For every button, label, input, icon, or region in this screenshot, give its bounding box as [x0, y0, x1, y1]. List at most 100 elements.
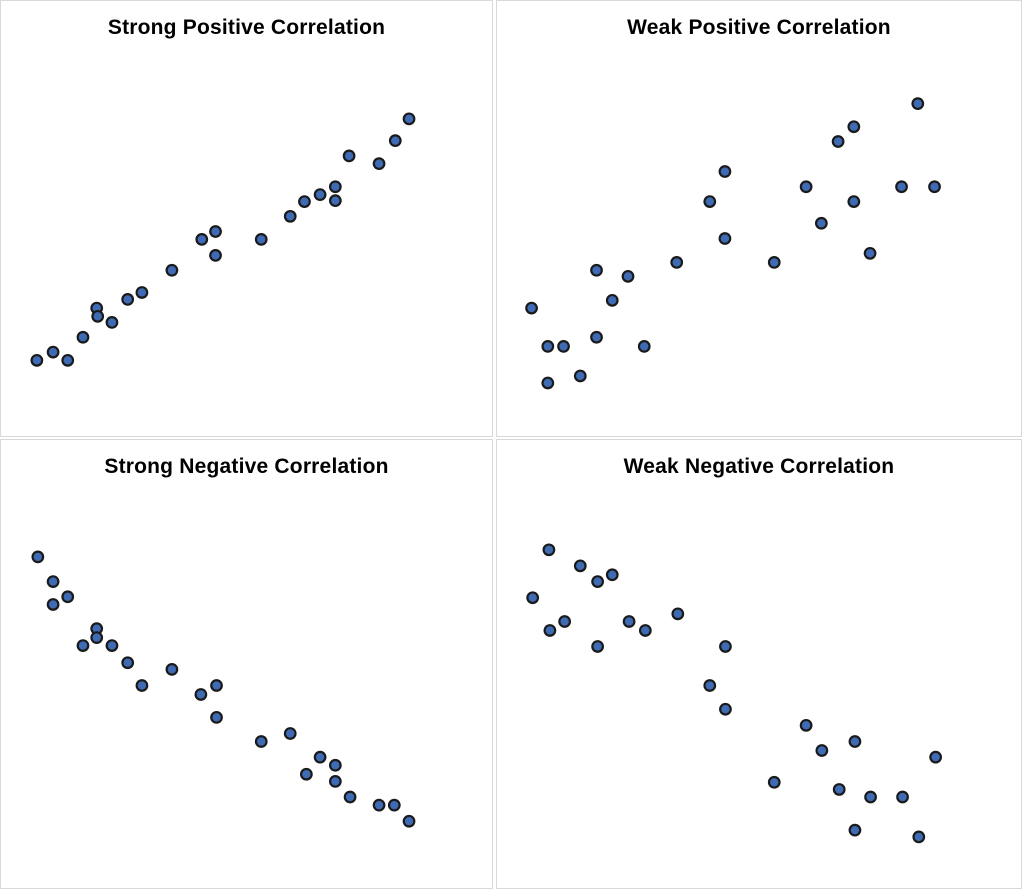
scatter-point [864, 790, 877, 804]
scatter-point [209, 225, 222, 238]
scatter-point [525, 301, 538, 315]
scatter-point [591, 640, 604, 653]
scatter-point [342, 149, 356, 163]
scatter-plot-strong-negative [31, 550, 416, 828]
scatter-point [767, 256, 781, 269]
scatter-point [911, 97, 925, 110]
scatter-point [105, 316, 119, 329]
chart-title-strong-negative: Strong Negative Correlation [104, 455, 389, 478]
scatter-point [388, 134, 402, 148]
scatter-point [90, 631, 104, 644]
scatter-point [543, 624, 557, 637]
scatter-point [210, 710, 223, 724]
panel-strong-negative-correlation: Strong Negative Correlation [0, 439, 493, 889]
scatter-point [814, 216, 828, 230]
scatter-point [670, 256, 684, 269]
scatter-point [328, 775, 342, 788]
scatter-point [328, 194, 342, 208]
scatter-point [105, 639, 119, 652]
scatter-point [929, 750, 943, 764]
scatter-point [848, 823, 862, 837]
scatter-point [718, 232, 732, 245]
scatter-point [298, 195, 311, 208]
scatter-point [703, 679, 717, 692]
scatter-point [591, 575, 604, 588]
scatter-point [573, 369, 587, 383]
scatter-point [165, 663, 179, 676]
panel-weak-positive-correlation: Weak Positive Correlation [496, 0, 1022, 437]
scatter-point [526, 591, 540, 605]
scatter-point [372, 157, 386, 171]
scatter-point [590, 330, 603, 344]
scatter-point [848, 735, 862, 748]
scatter-point [254, 233, 268, 246]
scatter-point [165, 263, 179, 277]
scatter-point [209, 249, 222, 262]
chart-title-strong-positive: Strong Positive Correlation [107, 16, 386, 39]
scatter-point [590, 263, 603, 277]
scatter-point [31, 550, 45, 564]
scatter-point [76, 330, 90, 344]
scatter-point [328, 180, 342, 194]
scatter-point [541, 340, 555, 353]
scatter-point [46, 345, 60, 359]
scatter-point [254, 735, 268, 748]
scatter-point [847, 195, 861, 208]
scatter-point [313, 188, 327, 201]
scatter-point [557, 340, 570, 353]
scatter-point [121, 293, 135, 306]
scatter-point [703, 195, 717, 208]
scatter-point [605, 568, 619, 582]
scatter-point [895, 180, 908, 194]
scatter-point [195, 233, 209, 246]
scatter-point [847, 120, 861, 134]
chart-title-weak-positive: Weak Positive Correlation [627, 16, 891, 39]
scatter-point [928, 180, 941, 194]
scatter-point [91, 309, 105, 323]
scatter-point [283, 727, 297, 740]
scatter-point [799, 718, 813, 732]
scatter-point [671, 607, 685, 621]
scatter-point [767, 775, 781, 789]
scatter-point [76, 639, 90, 652]
scatter-point [313, 750, 327, 764]
scatter-point [387, 798, 401, 812]
scatter-point [573, 559, 587, 573]
scatter-point [622, 615, 636, 628]
scatter-point [46, 575, 60, 588]
scatter-point [863, 246, 877, 260]
scatter-point [637, 340, 651, 353]
panel-weak-negative-correlation: Weak Negative Correlation [496, 439, 1022, 889]
scatter-point [210, 679, 223, 692]
scatter-point [718, 165, 732, 178]
scatter-point [912, 830, 926, 844]
scatter-point [46, 598, 60, 611]
scatter-point [402, 112, 416, 126]
scatter-point [343, 790, 357, 804]
scatter-point [194, 688, 208, 701]
scatter-plot-weak-positive [525, 97, 941, 390]
scatter-point [621, 269, 635, 283]
scatter-plot-strong-positive [30, 112, 416, 367]
scatter-point [61, 590, 75, 604]
scatter-point [799, 180, 813, 194]
scatter-point [558, 615, 572, 628]
scatter-point [719, 702, 732, 716]
scatter-point [832, 783, 846, 796]
scatter-point [299, 767, 313, 781]
scatter-point [719, 640, 732, 653]
scatter-point [121, 656, 135, 670]
scatter-point [61, 353, 75, 367]
scatter-point [541, 376, 555, 390]
scatter-point [638, 624, 652, 637]
scatter-point [283, 209, 297, 223]
scatter-point [30, 353, 44, 367]
scatter-point [542, 543, 556, 557]
scatter-point [135, 679, 149, 692]
scatter-plot-weak-negative [526, 543, 943, 844]
scatter-point [605, 293, 619, 307]
scatter-point [896, 790, 909, 804]
scatter-point [135, 286, 149, 299]
scatter-point [402, 814, 416, 828]
